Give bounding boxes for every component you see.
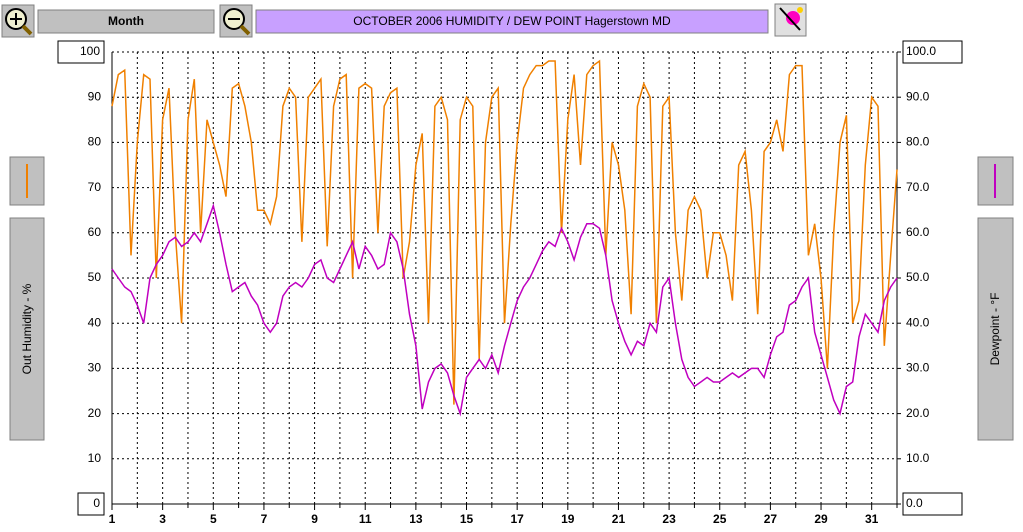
y2-tick-label: 100.0: [906, 44, 936, 58]
y2-tick-label: 30.0: [906, 361, 930, 375]
y2-tick-label: 20.0: [906, 406, 930, 420]
y-tick-label: 60: [88, 225, 102, 239]
y2-tick-label: 60.0: [906, 225, 930, 239]
x-tick-label: 31: [865, 512, 879, 526]
y2-tick-box: [902, 40, 963, 64]
x-tick-label: 1: [109, 512, 116, 526]
title-box: [255, 9, 769, 34]
x-tick-label: 7: [261, 512, 268, 526]
y-tick-label: 100: [80, 44, 100, 58]
x-tick-label: 21: [612, 512, 626, 526]
y-axis-label: Out Humidity - %: [20, 283, 34, 374]
zoom-out[interactable]: [219, 4, 253, 38]
y2-tick-label: 40.0: [906, 315, 930, 329]
x-tick-label: 23: [662, 512, 676, 526]
x-tick-label: 25: [713, 512, 727, 526]
y-tick-label: 70: [88, 180, 102, 194]
y2-tick-label: 0.0: [906, 496, 923, 510]
chart-title: OCTOBER 2006 HUMIDITY / DEW POINT Hagers…: [353, 14, 671, 28]
y-tick-label: 50: [88, 270, 102, 284]
x-tick-label: 29: [814, 512, 828, 526]
y-tick-label: 80: [88, 135, 102, 149]
y2-tick-label: 90.0: [906, 89, 930, 103]
series-line: [111, 59, 898, 405]
y2-tick-label: 50.0: [906, 270, 930, 284]
x-tick-label: 5: [210, 512, 217, 526]
x-tick-label: 13: [409, 512, 423, 526]
y-tick-label: 0: [93, 496, 100, 510]
y-tick-label: 20: [88, 406, 102, 420]
y-tick-label: 30: [88, 361, 102, 375]
x-tick-label: 19: [561, 512, 575, 526]
options-icon[interactable]: [774, 3, 807, 37]
y2-tick-label: 70.0: [906, 180, 930, 194]
y2-tick-box: [902, 492, 963, 516]
x-tick-label: 9: [311, 512, 318, 526]
x-tick-label: 15: [460, 512, 474, 526]
x-tick-label: 17: [510, 512, 524, 526]
series-line: [111, 203, 898, 417]
zoom-in[interactable]: [1, 4, 35, 38]
y-tick-label: 10: [88, 451, 102, 465]
ylabel-box: [9, 217, 45, 441]
y-tick-box: [57, 40, 105, 64]
y2-tick-label: 80.0: [906, 135, 930, 149]
period-button[interactable]: Month: [37, 9, 215, 34]
period-label: Month: [108, 14, 144, 28]
x-tick-label: 3: [159, 512, 166, 526]
x-tick-label: 11: [359, 512, 372, 526]
y2label-box: [977, 217, 1014, 441]
x-tick-label: 27: [764, 512, 778, 526]
y-tick-box: [77, 492, 105, 516]
y-tick-label: 90: [88, 89, 102, 103]
y2-tick-label: 10.0: [906, 451, 930, 465]
y-tick-label: 40: [88, 315, 102, 329]
y2-axis-label: Dewpoint - °F: [988, 293, 1002, 366]
